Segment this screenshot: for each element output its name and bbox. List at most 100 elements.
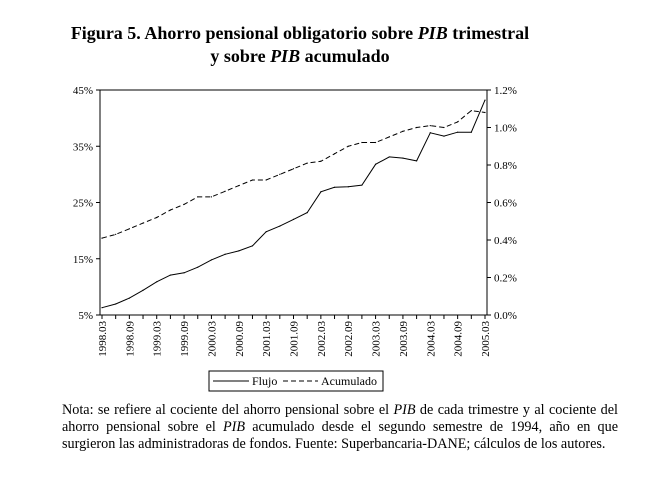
- data-point-flujo: [183, 272, 185, 274]
- data-point-acumulado: [279, 173, 281, 175]
- data-point-flujo: [197, 266, 199, 268]
- data-point-acumulado: [169, 209, 171, 211]
- data-point-flujo: [224, 253, 226, 255]
- data-point-acumulado: [292, 168, 295, 170]
- data-point-acumulado: [115, 233, 117, 235]
- data-point-flujo: [169, 274, 171, 276]
- figure-title-line2: y sobre PIB acumulado: [0, 45, 600, 67]
- data-point-acumulado: [210, 196, 213, 198]
- data-point-flujo: [265, 231, 267, 233]
- data-point-acumulado: [183, 203, 185, 205]
- x-tick-label: 2004.09: [453, 321, 465, 357]
- data-point-acumulado: [484, 111, 486, 114]
- y-left-tick-label: 45%: [73, 85, 93, 97]
- data-point-acumulado: [347, 145, 349, 147]
- series-line-acumulado: [101, 110, 486, 239]
- y-left-tick-label: 15%: [73, 254, 93, 266]
- y-right-tick-label: 0.0%: [494, 310, 517, 322]
- data-point-acumulado: [128, 228, 130, 230]
- data-point-flujo: [429, 132, 431, 134]
- x-tick-label: 2002.03: [316, 321, 328, 357]
- data-point-flujo: [470, 131, 472, 133]
- y-right-tick-label: 0.6%: [494, 198, 517, 210]
- x-tick-label: 2001.03: [261, 321, 273, 357]
- data-point-acumulado: [306, 162, 308, 164]
- data-point-flujo: [361, 184, 363, 186]
- x-tick-label: 1999.03: [152, 321, 164, 357]
- data-point-acumulado: [416, 126, 418, 129]
- legend-label-acumulado: Acumulado: [321, 374, 377, 388]
- note-pib: PIB: [223, 419, 246, 435]
- y-right-tick-label: 0.2%: [494, 273, 517, 285]
- title-text: acumulado: [300, 46, 390, 66]
- data-point-acumulado: [443, 126, 445, 129]
- y-right-tick-label: 0.8%: [494, 160, 517, 172]
- title-text: y sobre: [210, 46, 271, 66]
- data-point-acumulado: [402, 130, 404, 132]
- data-point-flujo: [416, 160, 418, 162]
- note-text: acumulado desde el segundo semestre de 1…: [62, 419, 618, 452]
- note-text: de cada trimestre y al cociente del ahor…: [62, 402, 618, 435]
- x-tick-label: 2003.03: [371, 321, 383, 357]
- data-point-acumulado: [224, 190, 226, 192]
- x-tick-label: 2002.09: [343, 321, 355, 357]
- data-point-flujo: [320, 191, 322, 193]
- data-point-flujo: [210, 259, 213, 261]
- data-point-flujo: [374, 163, 377, 165]
- line-chart: 5% 15% 25% 35% 45% 0.0% 0.2% 0.4% 0.6% 0.8% 1.0% 1.…: [73, 85, 517, 392]
- y-right-tick-label: 1.2%: [494, 85, 517, 97]
- x-tick-label: 1998.09: [124, 321, 136, 357]
- data-point-acumulado: [101, 237, 103, 239]
- figure-note: Nota: se refiere al cociente del ahorro …: [62, 402, 618, 453]
- data-point-flujo: [402, 157, 404, 159]
- data-point-flujo: [101, 307, 103, 309]
- x-tick-label: 2004.03: [425, 321, 437, 357]
- data-point-acumulado: [251, 179, 254, 181]
- x-tick-label: 1999.09: [179, 321, 191, 357]
- data-point-flujo: [443, 135, 445, 137]
- data-point-flujo: [347, 186, 349, 188]
- data-point-flujo: [128, 297, 130, 299]
- x-tick-label: 2000.09: [234, 321, 246, 357]
- data-point-flujo: [115, 303, 117, 305]
- data-point-flujo: [306, 212, 308, 214]
- x-tick-label: 2005.03: [480, 321, 492, 357]
- data-point-flujo: [279, 225, 281, 227]
- data-point-acumulado: [333, 153, 336, 155]
- title-text: trimestral: [447, 23, 530, 43]
- data-point-acumulado: [361, 141, 363, 144]
- data-point-acumulado: [142, 222, 144, 224]
- title-pib: PIB: [270, 46, 301, 66]
- data-point-acumulado: [429, 125, 431, 127]
- y-right-tick-label: 1.0%: [494, 123, 517, 135]
- data-point-acumulado: [470, 110, 472, 112]
- data-point-flujo: [156, 281, 158, 283]
- y-left-tick-label: 25%: [73, 198, 93, 210]
- data-point-flujo: [142, 289, 144, 291]
- data-point-acumulado: [374, 141, 377, 144]
- x-tick-label: 2000.03: [206, 321, 218, 357]
- x-tick-label: 2001.09: [289, 321, 301, 357]
- figure-title-line1: Figura 5. Ahorro pensional obligatorio s…: [0, 22, 600, 44]
- x-tick-label: 2003.09: [398, 321, 410, 357]
- note-text: Nota: se refiere al cociente del ahorro …: [62, 402, 394, 418]
- series-line-flujo: [101, 99, 486, 309]
- x-tick-label: 1998.03: [97, 321, 109, 357]
- data-point-acumulado: [238, 185, 240, 187]
- y-left-tick-label: 5%: [78, 310, 93, 322]
- data-point-flujo: [333, 186, 336, 188]
- data-point-acumulado: [388, 136, 390, 138]
- data-point-acumulado: [320, 160, 322, 162]
- data-point-flujo: [484, 99, 486, 101]
- data-point-acumulado: [457, 121, 459, 123]
- data-point-flujo: [238, 250, 240, 252]
- data-point-acumulado: [197, 196, 199, 198]
- data-point-acumulado: [265, 179, 267, 181]
- data-point-flujo: [457, 131, 459, 133]
- data-point-flujo: [251, 245, 254, 247]
- y-left-tick-label: 35%: [73, 141, 93, 153]
- data-point-flujo: [388, 156, 390, 158]
- data-point-acumulado: [156, 216, 158, 219]
- note-pib: PIB: [393, 402, 416, 418]
- legend-label-flujo: Flujo: [252, 374, 277, 388]
